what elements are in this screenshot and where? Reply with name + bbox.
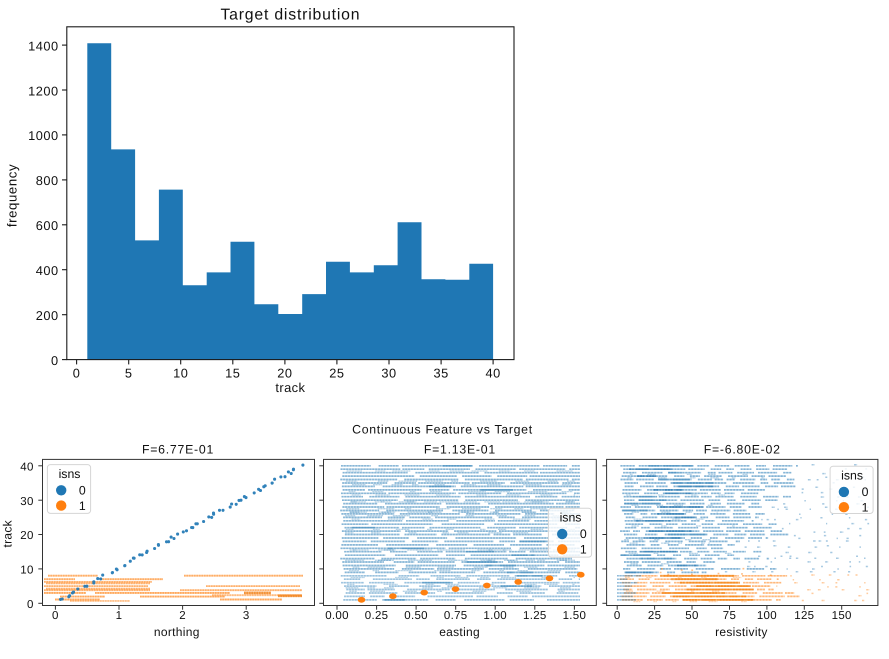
svg-text:0.00: 0.00 bbox=[325, 610, 349, 622]
svg-text:5: 5 bbox=[125, 365, 133, 380]
svg-text:F=1.13E-01: F=1.13E-01 bbox=[424, 443, 496, 457]
svg-text:track: track bbox=[1, 519, 15, 547]
svg-text:50: 50 bbox=[685, 610, 698, 622]
svg-text:600: 600 bbox=[36, 218, 59, 233]
svg-text:2: 2 bbox=[179, 610, 186, 622]
svg-text:0: 0 bbox=[614, 610, 621, 622]
svg-text:1.25: 1.25 bbox=[523, 610, 547, 622]
svg-text:20: 20 bbox=[277, 365, 292, 380]
svg-text:1.50: 1.50 bbox=[563, 610, 587, 622]
svg-text:25: 25 bbox=[648, 610, 661, 622]
svg-text:isns: isns bbox=[841, 469, 863, 483]
svg-text:0: 0 bbox=[580, 527, 587, 541]
svg-text:northing: northing bbox=[154, 625, 200, 639]
svg-text:0.75: 0.75 bbox=[444, 610, 468, 622]
svg-text:200: 200 bbox=[36, 308, 59, 323]
svg-text:F=6.77E-01: F=6.77E-01 bbox=[142, 443, 214, 457]
svg-text:75: 75 bbox=[723, 610, 736, 622]
svg-text:35: 35 bbox=[433, 365, 448, 380]
svg-text:frequency: frequency bbox=[5, 164, 20, 227]
svg-text:15: 15 bbox=[225, 365, 240, 380]
svg-text:1.00: 1.00 bbox=[483, 610, 507, 622]
svg-text:40: 40 bbox=[485, 365, 500, 380]
svg-text:20: 20 bbox=[20, 530, 33, 542]
svg-text:1: 1 bbox=[862, 500, 869, 514]
svg-text:25: 25 bbox=[329, 365, 344, 380]
svg-text:easting: easting bbox=[439, 625, 480, 639]
svg-text:0: 0 bbox=[51, 353, 59, 368]
svg-text:125: 125 bbox=[794, 610, 814, 622]
svg-text:150: 150 bbox=[832, 610, 852, 622]
svg-text:1: 1 bbox=[116, 610, 123, 622]
svg-text:1: 1 bbox=[580, 543, 587, 557]
svg-text:1000: 1000 bbox=[28, 128, 58, 143]
svg-text:10: 10 bbox=[20, 565, 33, 577]
svg-text:10: 10 bbox=[173, 365, 188, 380]
svg-text:resistivity: resistivity bbox=[715, 625, 768, 639]
svg-text:Continuous Feature vs Target: Continuous Feature vs Target bbox=[352, 422, 533, 436]
svg-text:0: 0 bbox=[52, 610, 59, 622]
svg-text:0.50: 0.50 bbox=[404, 610, 428, 622]
svg-text:30: 30 bbox=[20, 496, 33, 508]
svg-text:0: 0 bbox=[27, 599, 34, 611]
svg-text:1400: 1400 bbox=[28, 38, 58, 53]
svg-text:F=-6.80E-02: F=-6.80E-02 bbox=[704, 443, 781, 457]
svg-text:Target distribution: Target distribution bbox=[220, 6, 360, 23]
svg-text:40: 40 bbox=[20, 462, 33, 474]
svg-text:track: track bbox=[275, 380, 305, 395]
svg-text:0.25: 0.25 bbox=[365, 610, 389, 622]
svg-text:100: 100 bbox=[757, 610, 777, 622]
svg-text:400: 400 bbox=[36, 263, 59, 278]
svg-text:1200: 1200 bbox=[28, 83, 58, 98]
svg-text:0: 0 bbox=[79, 484, 86, 498]
svg-text:1: 1 bbox=[79, 499, 86, 513]
svg-text:30: 30 bbox=[381, 365, 396, 380]
svg-text:0: 0 bbox=[862, 485, 869, 499]
svg-text:0: 0 bbox=[73, 365, 81, 380]
svg-text:isns: isns bbox=[560, 511, 582, 525]
svg-text:800: 800 bbox=[36, 173, 59, 188]
svg-text:3: 3 bbox=[243, 610, 250, 622]
svg-text:isns: isns bbox=[59, 467, 81, 481]
